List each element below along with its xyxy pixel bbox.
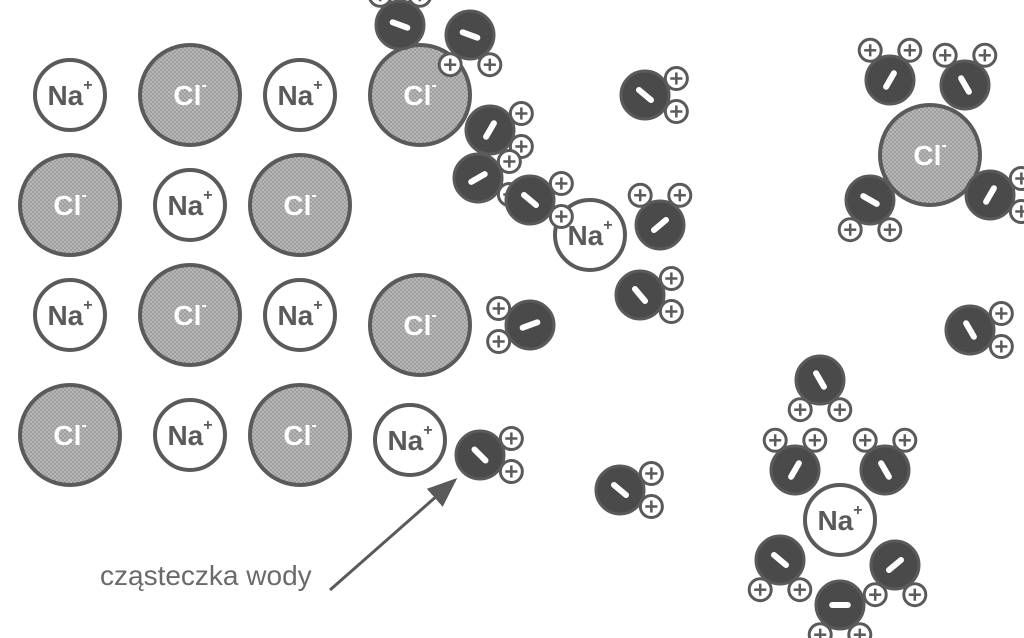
hydrogen-plus (864, 584, 886, 606)
sodium-ion: Na+ (265, 60, 335, 130)
water-molecule (369, 0, 431, 49)
hydrogen-plus (488, 331, 510, 353)
hydrogen-plus (789, 579, 811, 601)
sodium-ion: Na+ (375, 405, 445, 475)
hydrogen-plus (500, 428, 522, 450)
hydrogen-plus (669, 184, 691, 206)
hydrogen-plus (665, 68, 687, 90)
hydrogen-plus (789, 399, 811, 421)
hydrogen-plus (804, 429, 826, 451)
hydrogen-plus (904, 584, 926, 606)
hydrogen-plus (990, 336, 1012, 358)
hydrogen-plus (974, 44, 996, 66)
water-molecule (809, 581, 871, 638)
sodium-ion: Na+ (155, 400, 225, 470)
chloride-ion: Cl- (140, 45, 240, 145)
hydrogen-plus (550, 206, 572, 228)
arrow-to-water (330, 480, 455, 590)
hydrogen-plus (854, 429, 876, 451)
water-molecule (749, 536, 811, 601)
hydrogen-plus (849, 624, 871, 638)
water-molecule-caption: cząsteczka wody (100, 560, 312, 592)
hydrogen-plus (1010, 201, 1024, 223)
water-molecule (466, 103, 532, 158)
hydrogen-plus (749, 579, 771, 601)
hydrogen-plus (439, 54, 461, 76)
sodium-ion: Na+ (35, 280, 105, 350)
hydrogen-plus (809, 624, 831, 638)
hydrogen-plus (859, 39, 881, 61)
diagram-canvas: Na+Cl-Na+Cl-Cl-Na+Cl-Na+Cl-Na+Cl-Cl-Na+C… (0, 0, 1024, 638)
hydrogen-plus (640, 496, 662, 518)
hydrogen-plus (510, 103, 532, 125)
hydrogen-plus (665, 101, 687, 123)
hydrogen-plus (479, 54, 501, 76)
water-molecule (789, 356, 851, 421)
chloride-ion: Cl- (140, 265, 240, 365)
water-molecule (934, 44, 996, 109)
hydrogen-plus (629, 184, 651, 206)
water-molecule (596, 463, 662, 518)
hydrogen-plus (498, 151, 520, 173)
hydrogen-plus (839, 219, 861, 241)
chloride-ion: Cl- (20, 155, 120, 255)
chloride-ion: Cl- (250, 385, 350, 485)
water-molecule (946, 303, 1012, 358)
hydrogen-plus (934, 44, 956, 66)
sodium-ion: Na+ (155, 170, 225, 240)
water-molecule (456, 428, 522, 483)
hydrogen-plus (500, 461, 522, 483)
sodium-ion: Na+ (265, 280, 335, 350)
hydrogen-plus (488, 298, 510, 320)
water-molecule (506, 173, 572, 228)
water-molecule (621, 68, 687, 123)
water-molecule (864, 541, 926, 606)
hydrogen-plus (764, 429, 786, 451)
hydrogen-plus (550, 173, 572, 195)
hydrogen-plus (879, 219, 901, 241)
hydrogen-plus (990, 303, 1012, 325)
water-molecule (854, 429, 916, 494)
chloride-ion: Cl- (370, 275, 470, 375)
water-molecule (488, 298, 554, 353)
hydrogen-plus (660, 301, 682, 323)
water-molecule (616, 268, 682, 323)
sodium-ion: Na+ (35, 60, 105, 130)
water-molecule (629, 184, 691, 249)
water-molecule (859, 39, 921, 104)
chloride-ion: Cl- (20, 385, 120, 485)
water-molecule (764, 429, 826, 494)
hydrogen-plus (660, 268, 682, 290)
hydrogen-plus (894, 429, 916, 451)
sodium-ion: Na+ (805, 485, 875, 555)
hydrogen-plus (640, 463, 662, 485)
chloride-ion: Cl- (250, 155, 350, 255)
water-molecule (966, 168, 1024, 223)
hydrogen-plus (829, 399, 851, 421)
hydrogen-plus (1010, 168, 1024, 190)
water-molecule (439, 11, 501, 76)
hydrogen-plus (899, 39, 921, 61)
